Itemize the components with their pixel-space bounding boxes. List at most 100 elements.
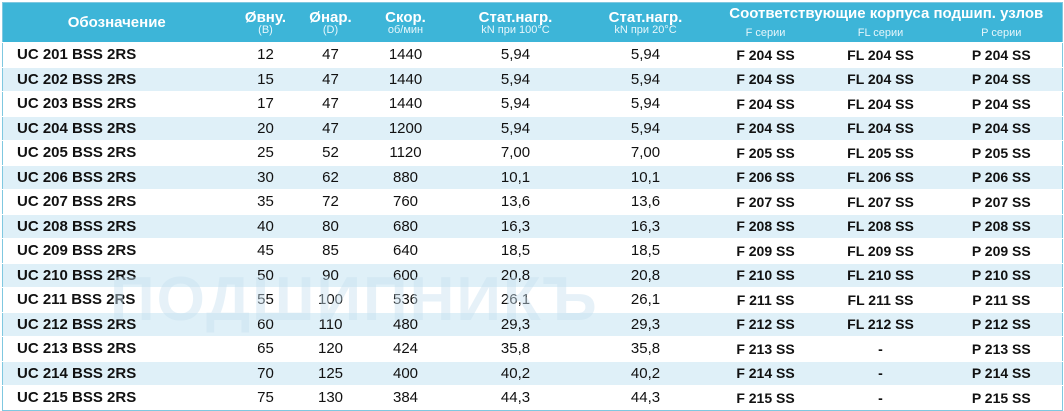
cell: F 204 SS	[710, 42, 821, 67]
cell: FL 207 SS	[820, 189, 941, 214]
cell: 60	[230, 311, 301, 337]
designation: UC 208 BSS 2RS	[2, 213, 231, 239]
column-unit: kN при 100°C	[481, 23, 550, 36]
column-title: Øвну.	[244, 8, 287, 26]
column-title: Стат.нагр.	[608, 8, 683, 26]
cell: 75	[230, 385, 301, 410]
cell: 130	[300, 385, 361, 410]
cell: 35	[230, 189, 301, 214]
designation: UC 209 BSS 2RS	[2, 238, 231, 263]
cell: 5,94	[580, 66, 711, 92]
column-title: Обозначение	[67, 14, 166, 31]
designation: UC 214 BSS 2RS	[2, 360, 231, 386]
column-header: Øвну. (B)	[230, 2, 301, 43]
cell: 55	[230, 287, 301, 312]
cell: 400	[360, 360, 451, 386]
table-row: UC 202 BSS 2RS 15 47 1440 5,94 5,94 F 204 SS FL…	[2, 66, 1063, 92]
cell: 50	[230, 262, 301, 288]
cell: P 215 SS	[940, 385, 1063, 410]
cell: F 207 SS	[710, 189, 821, 214]
cell: 600	[360, 262, 451, 288]
designation: UC 207 BSS 2RS	[2, 189, 231, 214]
designation: UC 201 BSS 2RS	[2, 42, 231, 67]
cell: 20,8	[580, 262, 711, 288]
cell: 72	[300, 189, 361, 214]
series-label: P серии	[981, 26, 1022, 39]
cell: F 208 SS	[710, 213, 821, 239]
cell: 18,5	[580, 238, 711, 263]
column-header: Обозначение	[2, 2, 231, 43]
cell: FL 211 SS	[820, 287, 941, 312]
cell: FL 205 SS	[820, 140, 941, 165]
column-title: Скор.	[385, 8, 426, 26]
cell: F 213 SS	[710, 336, 821, 361]
cell: FL 204 SS	[820, 42, 941, 67]
cell: 680	[360, 213, 451, 239]
cell: P 206 SS	[940, 164, 1063, 190]
designation: UC 215 BSS 2RS	[2, 385, 231, 410]
cell: 5,94	[580, 42, 711, 67]
designation: UC 210 BSS 2RS	[2, 262, 231, 288]
cell: 1200	[360, 115, 451, 141]
cell: FL 204 SS	[820, 91, 941, 116]
cell: FL 204 SS	[820, 66, 941, 92]
column-title: Øнар.	[309, 8, 352, 26]
column-unit: (D)	[322, 23, 339, 36]
cell: F 205 SS	[710, 140, 821, 165]
group-title: Соответствующие корпуса подшип. узлов	[729, 5, 1044, 23]
cell: 17	[230, 91, 301, 116]
cell: 7,00	[580, 140, 711, 165]
cell: 45	[230, 238, 301, 263]
cell: 62	[300, 164, 361, 190]
table-row: UC 207 BSS 2RS 35 72 760 13,6 13,6 F 207 SS FL …	[2, 189, 1063, 214]
cell: 12	[230, 42, 301, 67]
cell: P 204 SS	[940, 115, 1063, 141]
cell: P 210 SS	[940, 262, 1063, 288]
cell: 480	[360, 311, 451, 337]
cell: 47	[300, 91, 361, 116]
cell: 44,3	[580, 385, 711, 410]
cell: 100	[300, 287, 361, 312]
cell: F 206 SS	[710, 164, 821, 190]
cell: 25	[230, 140, 301, 165]
cell: FL 204 SS	[820, 115, 941, 141]
cell: F 215 SS	[710, 385, 821, 410]
cell: 35,8	[580, 336, 711, 361]
cell: FL 210 SS	[820, 262, 941, 288]
cell: P 204 SS	[940, 66, 1063, 92]
cell: 29,3	[580, 311, 711, 337]
group-subheader: FL серии	[820, 24, 941, 43]
cell: 536	[360, 287, 451, 312]
group-subheader: P серии	[940, 24, 1063, 43]
designation: UC 202 BSS 2RS	[2, 66, 231, 92]
table-row: UC 206 BSS 2RS 30 62 880 10,1 10,1 F 206 SS FL …	[2, 164, 1063, 190]
cell: F 210 SS	[710, 262, 821, 288]
cell: 5,94	[580, 115, 711, 141]
table-row: UC 214 BSS 2RS 70 125 400 40,2 40,2 F 214 SS - P…	[2, 360, 1063, 386]
cell: P 212 SS	[940, 311, 1063, 337]
table-row: UC 212 BSS 2RS 60 110 480 29,3 29,3 F 212 SS FL…	[2, 311, 1063, 337]
table-row: UC 209 BSS 2RS 45 85 640 18,5 18,5 F 209 SS FL …	[2, 238, 1063, 263]
cell: 424	[360, 336, 451, 361]
cell: 15	[230, 66, 301, 92]
cell: 760	[360, 189, 451, 214]
cell: F 204 SS	[710, 66, 821, 92]
cell: P 207 SS	[940, 189, 1063, 214]
cell: 10,1	[450, 164, 581, 190]
cell: 80	[300, 213, 361, 239]
column-header: Øнар. (D)	[300, 2, 361, 43]
cell: 20,8	[450, 262, 581, 288]
cell: 5,94	[580, 91, 711, 116]
designation: UC 206 BSS 2RS	[2, 164, 231, 190]
table-row: UC 201 BSS 2RS 12 47 1440 5,94 5,94 F 204 SS FL…	[2, 42, 1063, 67]
table-header: Обозначение Øвну. (B) Øнар. (D) Скор. об/мин Ст…	[2, 2, 1063, 43]
cell: P 214 SS	[940, 360, 1063, 386]
column-header: Стат.нагр. kN при 100°C	[450, 2, 581, 43]
designation: UC 204 BSS 2RS	[2, 115, 231, 141]
table-row: UC 213 BSS 2RS 65 120 424 35,8 35,8 F 213 SS - P…	[2, 336, 1063, 361]
cell: -	[820, 360, 941, 386]
table-row: UC 205 BSS 2RS 25 52 1120 7,00 7,00 F 205 SS FL…	[2, 140, 1063, 165]
cell: P 208 SS	[940, 213, 1063, 239]
cell: 16,3	[580, 213, 711, 239]
